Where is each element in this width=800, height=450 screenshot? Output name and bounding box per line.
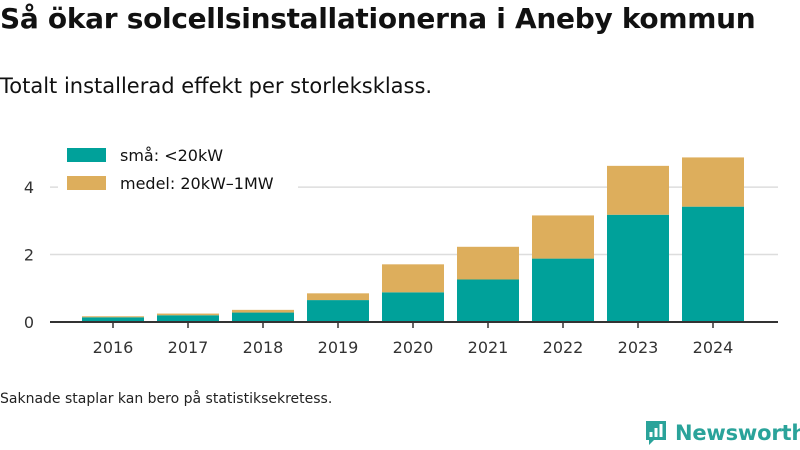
legend: små: <20kW medel: 20kW–1MW [58, 140, 298, 198]
newsworthy-logo[interactable]: Newsworthy [644, 418, 800, 448]
bar-segment-small [82, 317, 144, 322]
bar-segment-medium [82, 316, 144, 318]
legend-label: medel: 20kW–1MW [120, 174, 274, 193]
bar-segment-medium [457, 246, 519, 280]
bar-segment-small [607, 214, 669, 322]
x-tick-label: 2017 [168, 338, 209, 357]
x-tick-label: 2019 [318, 338, 359, 357]
x-tick-label: 2023 [618, 338, 659, 357]
bars [82, 157, 744, 322]
bar-segment-medium [682, 157, 744, 207]
bar-segment-medium [157, 313, 219, 316]
bar-segment-medium [382, 264, 444, 293]
y-tick-label: 4 [24, 178, 34, 197]
x-tick-label: 2018 [243, 338, 284, 357]
bar-segment-small [532, 258, 594, 322]
x-tick-label: 2022 [543, 338, 584, 357]
x-tick-label: 2016 [93, 338, 134, 357]
legend-swatch [67, 176, 106, 190]
chart-title: Så ökar solcellsinstallationerna i Aneby… [0, 2, 756, 35]
axes: 0 2 4 2016 2017 2018 2019 2020 2021 2022 2023 2024 [24, 178, 778, 357]
bar-segment-small [382, 292, 444, 322]
bar-segment-small [307, 300, 369, 322]
bar-segment-small [232, 312, 294, 322]
bar-segment-medium [307, 293, 369, 301]
legend-swatch [67, 148, 106, 162]
bar-segment-small [457, 279, 519, 322]
bar-segment-medium [232, 309, 294, 313]
bar-segment-medium [607, 165, 669, 215]
bar-segment-small [682, 206, 744, 322]
y-tick-label: 0 [24, 313, 34, 332]
chart-subtitle: Totalt installerad effekt per storlekskl… [0, 74, 433, 98]
x-tick-label: 2021 [468, 338, 509, 357]
footnote: Saknade staplar kan bero på statistiksek… [0, 391, 333, 407]
legend-label: små: <20kW [120, 146, 223, 165]
x-tick-label: 2024 [693, 338, 734, 357]
y-tick-label: 2 [24, 246, 34, 265]
bar-segment-small [157, 315, 219, 322]
x-tick-label: 2020 [393, 338, 434, 357]
newsworthy-logo-icon [646, 421, 666, 445]
bar-segment-medium [532, 215, 594, 259]
newsworthy-logo-text: Newsworthy [675, 421, 800, 445]
